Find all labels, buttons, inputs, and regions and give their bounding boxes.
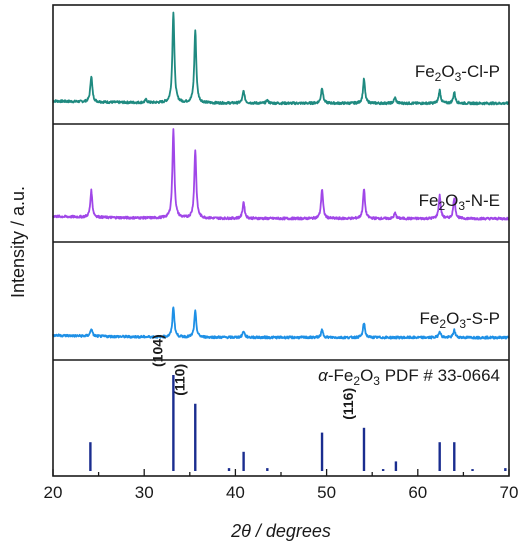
- reference-label: α-Fe2O3 PDF # 33-0664: [318, 366, 500, 388]
- x-tick-label-40: 40: [226, 483, 245, 502]
- x-tick-label-50: 50: [317, 483, 336, 502]
- x-tick-label-20: 20: [44, 483, 63, 502]
- panel-label-2: Fe2O3-S-P: [420, 309, 500, 331]
- pattern-line-2: [52, 306, 510, 340]
- x-tick-label-60: 60: [408, 483, 427, 502]
- ref-annotation-2: (116): [340, 388, 356, 420]
- ref-annotation-0: (104): [149, 334, 165, 367]
- x-tick-label-70: 70: [500, 483, 519, 502]
- panel-label-0: Fe2O3-Cl-P: [415, 62, 500, 84]
- x-axis-label: 2θ / degrees: [230, 521, 331, 541]
- x-tick-label-30: 30: [135, 483, 154, 502]
- reference-group: (104) (110) (116)α-Fe2O3 PDF # 33-0664: [89, 334, 507, 471]
- pattern-line-1: [52, 128, 510, 221]
- ref-annotation-1: (110): [171, 364, 187, 396]
- axes-group: 20 30 40 50 60 70: [44, 4, 519, 502]
- y-axis-label: Intensity / a.u.: [8, 186, 28, 298]
- panels-group: Fe2O3-Cl-P Fe2O3-N-E Fe2O3-S-P: [52, 11, 510, 340]
- panel-label-1: Fe2O3-N-E: [419, 191, 500, 213]
- pattern-line-0: [52, 11, 510, 106]
